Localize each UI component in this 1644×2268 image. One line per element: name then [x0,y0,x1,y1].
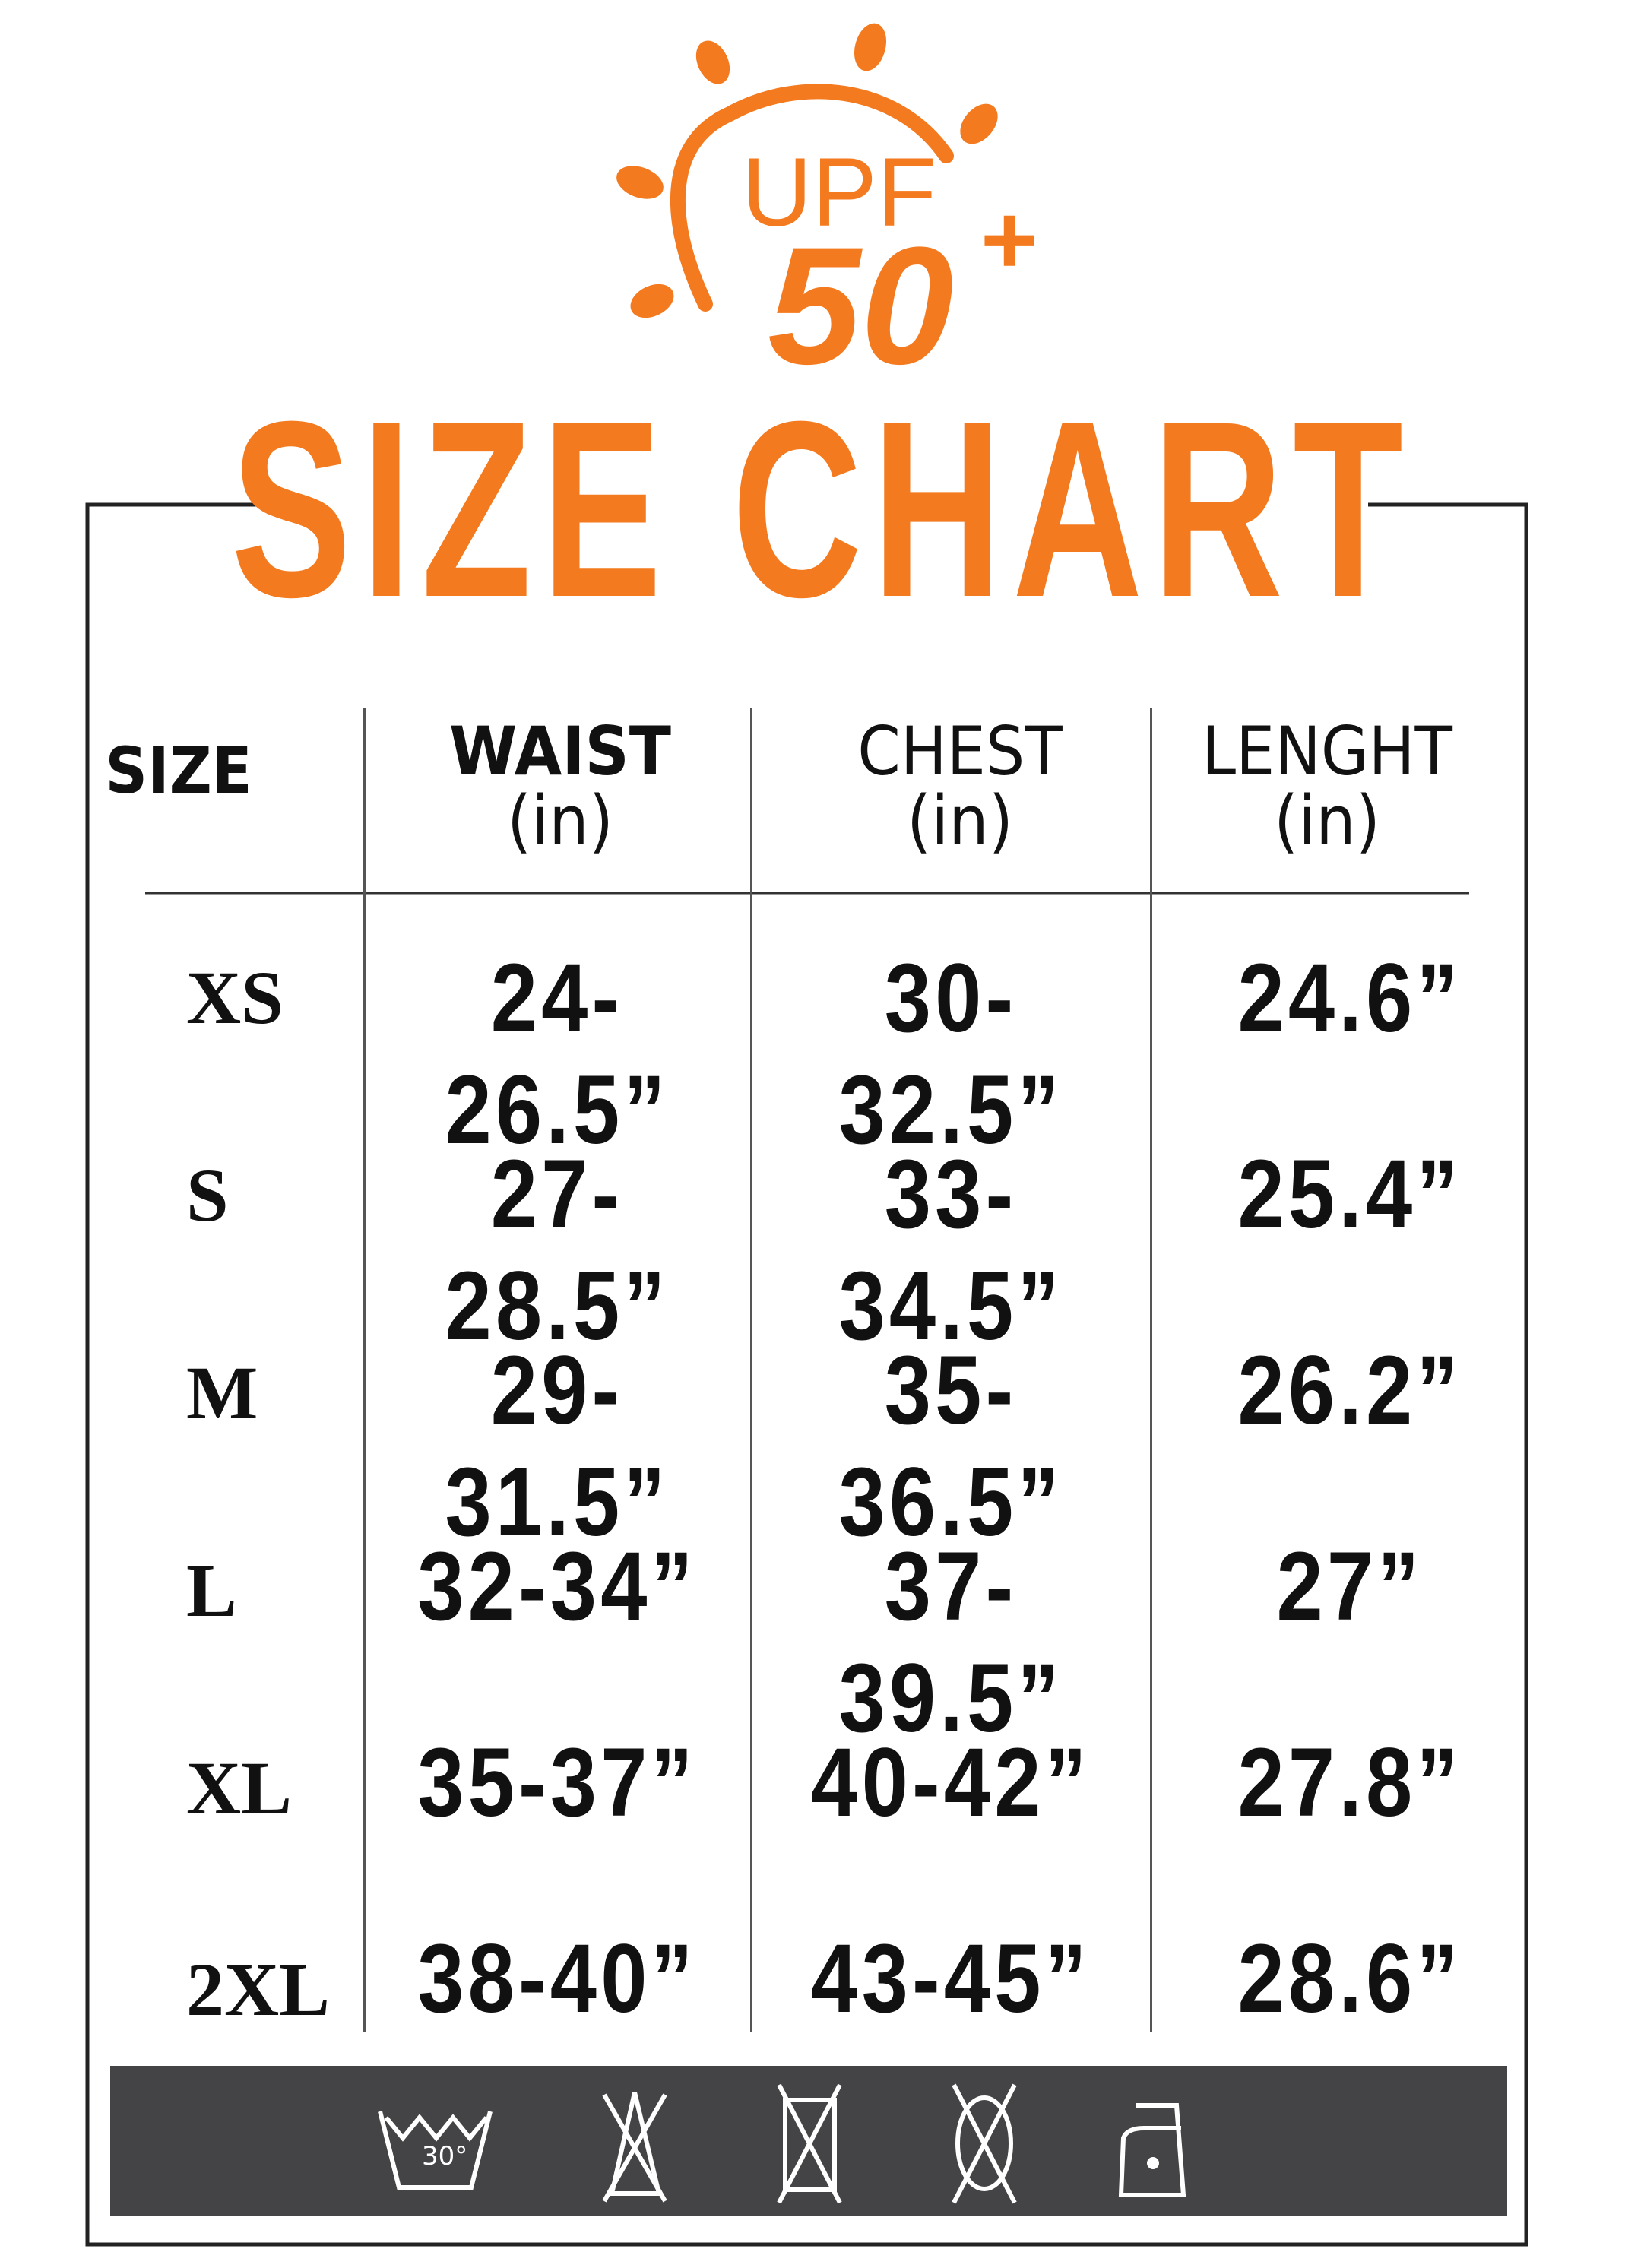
do-not-bleach-icon [602,2092,667,2203]
sun-rays-icon [616,23,998,318]
length-value: 24.6” [1237,944,1462,1053]
header-waist-unit: (in) [506,781,614,861]
length-value: 27” [1276,1532,1424,1641]
logo-plus-text: + [980,184,1038,295]
page-title: SIZE CHART [230,369,1414,649]
sun-arc-icon [670,84,954,312]
size-label: S [186,1153,229,1237]
chest-value: 30-32.5” [838,944,1063,1164]
header-chest: CHEST (in) [785,717,1135,857]
size-label: 2XL [186,1947,330,2032]
column-divider [363,708,366,2032]
header-length-label: LENGHT [1202,712,1452,790]
size-label: M [186,1351,258,1435]
size-label: L [186,1548,237,1633]
header-chest-label: CHEST [857,712,1063,790]
header-length: LENGHT (in) [1152,717,1502,857]
iron-low-icon [1118,2103,1186,2197]
header-waist: WAIST (in) [385,717,735,857]
waist-value: 29-31.5” [445,1336,670,1557]
length-value: 27.8” [1237,1728,1462,1837]
length-value: 25.4” [1237,1140,1462,1249]
length-value: 26.2” [1237,1336,1462,1445]
size-label: XL [186,1746,292,1830]
waist-value: 35-37” [417,1728,697,1837]
header-chest-unit: (in) [906,781,1014,861]
chest-value: 43-45” [811,1924,1091,2033]
size-label: XS [186,955,284,1040]
logo-upf-text: UPF [742,138,936,247]
chest-value: 33-34.5” [838,1140,1063,1360]
chest-value: 37-39.5” [838,1532,1063,1753]
upf-sun-logo: UPF 50 + [616,23,1038,399]
header-waist-label: WAIST [449,712,671,790]
length-value: 28.6” [1237,1924,1462,2033]
header-length-unit: (in) [1273,781,1381,861]
column-divider [1150,708,1152,2032]
waist-value: 27-28.5” [445,1140,670,1360]
wash-temperature: 30° [422,2141,467,2171]
chest-value: 40-42” [811,1728,1091,1837]
chest-value: 35-36.5” [838,1336,1063,1557]
waist-value: 32-34” [417,1532,697,1641]
header-size: SIZE [105,733,252,808]
care-instructions-bar: 30° [110,2066,1507,2216]
waist-value: 24-26.5” [445,944,670,1164]
do-not-dry-clean-icon [952,2083,1017,2204]
waist-value: 38-40” [417,1924,697,2033]
logo-50-text: 50 [768,212,954,399]
do-not-tumble-dry-icon [777,2083,842,2204]
column-divider [750,708,752,2032]
wash-30-icon: 30° [378,2111,493,2190]
